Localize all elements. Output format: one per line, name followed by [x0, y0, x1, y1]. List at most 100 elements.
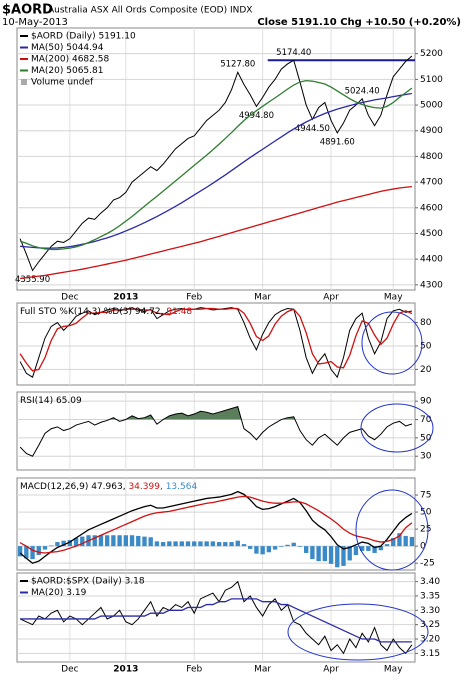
- x-tick-label: Feb: [186, 293, 202, 303]
- y-tick-label: 3.30: [420, 606, 440, 616]
- y-tick-label: 3.40: [420, 577, 440, 587]
- annotation-ellipse: [355, 489, 429, 571]
- histogram-bar: [384, 544, 390, 547]
- histogram-bar: [55, 542, 60, 547]
- histogram-bar: [291, 542, 296, 547]
- x-tick-label: 2013: [113, 293, 138, 303]
- histogram-bar: [142, 536, 147, 547]
- chart-subtitle: Australia ASX All Ords Composite (EOD) I…: [48, 6, 252, 16]
- histogram-bar: [341, 546, 346, 566]
- annotation-ellipse: [287, 603, 429, 661]
- histogram-bar: [260, 546, 265, 555]
- histogram-bar: [391, 537, 396, 547]
- y-tick-label: 80: [420, 318, 432, 328]
- x-tick-label: May: [384, 293, 403, 303]
- histogram-bar: [204, 541, 209, 547]
- histogram-bar: [372, 546, 377, 553]
- histogram-bar: [297, 546, 303, 547]
- y-tick-label: 20: [420, 365, 432, 375]
- chart-date: 10-May-2013: [2, 17, 68, 28]
- chart-quote: Close 5191.10 Chg +10.50 (+0.20%): [257, 17, 461, 28]
- histogram-bar: [303, 546, 309, 553]
- histogram-bar: [61, 540, 66, 547]
- histogram-bar: [30, 546, 35, 560]
- x-tick-label: Dec: [61, 293, 78, 303]
- histogram-bar: [328, 546, 334, 564]
- panel-frame: [16, 27, 416, 291]
- x-tick-label: 2013: [113, 665, 138, 675]
- legend-entry: MA(20) 3.19: [31, 588, 87, 598]
- histogram-bar: [235, 540, 240, 547]
- histogram-bar: [98, 535, 104, 547]
- histogram-bar: [42, 546, 48, 550]
- histogram-bar: [73, 537, 79, 547]
- y-tick-label: 5000: [420, 101, 443, 111]
- value-label: 4355.90: [15, 275, 50, 285]
- y-tick-label: 3.20: [420, 635, 440, 645]
- annotation-ellipse: [361, 311, 423, 375]
- histogram-bar: [173, 541, 178, 547]
- x-tick-label: Dec: [61, 665, 78, 675]
- y-tick-label: -25: [420, 559, 435, 569]
- x-tick-label: Apr: [323, 665, 339, 675]
- legend-entry: MA(20) 5065.81: [31, 66, 103, 76]
- histogram-bar: [185, 541, 191, 547]
- y-tick-label: 3.35: [420, 591, 440, 601]
- histogram-bar: [266, 546, 272, 553]
- histogram-bar: [117, 535, 122, 547]
- y-tick-label: 4700: [420, 178, 443, 188]
- histogram-bar: [316, 546, 321, 562]
- histogram-bar: [229, 542, 234, 547]
- histogram-bar: [248, 546, 253, 549]
- value-label: 4944.50: [295, 124, 330, 134]
- y-tick-label: 4600: [420, 203, 443, 213]
- series-line: [19, 80, 413, 251]
- histogram-bar: [198, 541, 203, 547]
- histogram-bar: [279, 546, 284, 547]
- y-tick-label: 4800: [420, 152, 443, 162]
- histogram-bar: [24, 546, 29, 559]
- x-tick-label: Feb: [186, 665, 202, 675]
- histogram-bar: [17, 546, 23, 557]
- shaded-area: [109, 406, 295, 420]
- legend-entry: $AORD:$SPX (Daily) 3.18: [31, 577, 145, 587]
- histogram-bar: [397, 533, 402, 547]
- y-tick-label: 25: [420, 525, 431, 535]
- histogram-bar: [216, 542, 222, 547]
- series-line: [20, 598, 412, 643]
- value-label: 4994.80: [239, 111, 274, 121]
- histogram-bar: [136, 535, 141, 547]
- x-tick-label: May: [384, 665, 403, 675]
- y-tick-label: 75: [420, 491, 431, 501]
- histogram-bar: [241, 544, 247, 547]
- y-tick-label: 4500: [420, 229, 443, 239]
- legend-entry: Full STO %K(14,3) %D(3) 94.72,: [20, 307, 164, 317]
- series-line: [19, 406, 413, 457]
- legend-entry: Volume undef: [31, 78, 94, 88]
- panel-frame: [16, 572, 416, 663]
- legend: Full STO %K(14,3) %D(3) 94.72, 91.48: [20, 307, 192, 317]
- legend-entry: 34.399,: [128, 482, 162, 492]
- plot-layer: © StockCharts.com43004400450046004700480…: [15, 27, 443, 675]
- histogram-bar: [310, 546, 315, 560]
- annotation-ellipse: [360, 403, 434, 453]
- hand-annotations: [287, 311, 434, 661]
- histogram-bar: [366, 546, 371, 551]
- legend: RSI(14) 65.09: [20, 396, 82, 406]
- legend-entry: 13.564: [166, 482, 198, 492]
- y-tick-label: 0: [420, 542, 426, 552]
- histogram-bar: [80, 536, 85, 547]
- histogram-bar: [322, 546, 328, 562]
- legend: MACD(12,26,9) 47.963, 34.399, 13.564: [20, 482, 197, 492]
- histogram-bar: [403, 535, 408, 547]
- value-label: 5024.40: [345, 86, 380, 96]
- histogram-bar: [192, 541, 197, 547]
- histogram-bar: [335, 546, 340, 568]
- value-label: 4891.60: [320, 137, 355, 147]
- histogram-bar: [49, 545, 54, 547]
- histogram-bar: [347, 546, 352, 561]
- histogram-bar: [353, 546, 359, 556]
- y-tick-label: 50: [420, 433, 432, 443]
